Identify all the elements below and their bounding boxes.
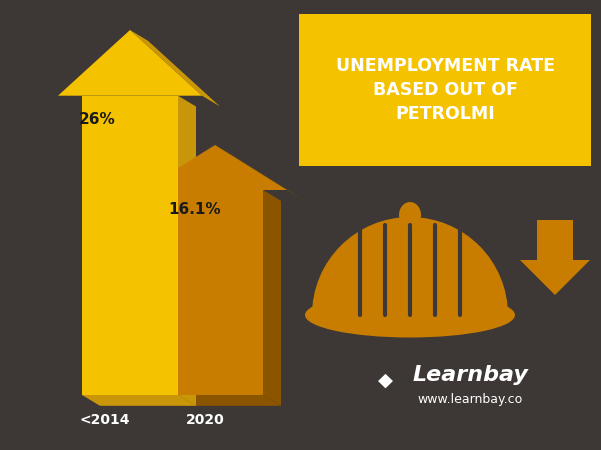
Text: ◆: ◆ bbox=[377, 370, 392, 390]
Polygon shape bbox=[215, 145, 305, 201]
Polygon shape bbox=[130, 30, 220, 107]
Polygon shape bbox=[263, 190, 281, 406]
Polygon shape bbox=[82, 395, 196, 406]
Polygon shape bbox=[58, 30, 202, 96]
Polygon shape bbox=[167, 190, 263, 395]
Ellipse shape bbox=[305, 292, 515, 338]
Polygon shape bbox=[82, 96, 178, 395]
FancyBboxPatch shape bbox=[299, 14, 591, 166]
Polygon shape bbox=[537, 220, 573, 260]
Polygon shape bbox=[167, 395, 281, 406]
Text: 2020: 2020 bbox=[186, 413, 224, 427]
Text: 26%: 26% bbox=[79, 112, 115, 127]
Polygon shape bbox=[178, 96, 196, 406]
Polygon shape bbox=[143, 145, 287, 190]
Text: UNEMPLOYMENT RATE
BASED OUT OF
PETROLMI: UNEMPLOYMENT RATE BASED OUT OF PETROLMI bbox=[335, 58, 555, 122]
Text: <2014: <2014 bbox=[80, 413, 130, 427]
Wedge shape bbox=[312, 217, 508, 315]
Polygon shape bbox=[520, 260, 590, 295]
Text: 16.1%: 16.1% bbox=[169, 202, 221, 217]
Text: Learnbay: Learnbay bbox=[412, 365, 528, 385]
Text: www.learnbay.co: www.learnbay.co bbox=[417, 393, 523, 406]
Ellipse shape bbox=[399, 202, 421, 228]
